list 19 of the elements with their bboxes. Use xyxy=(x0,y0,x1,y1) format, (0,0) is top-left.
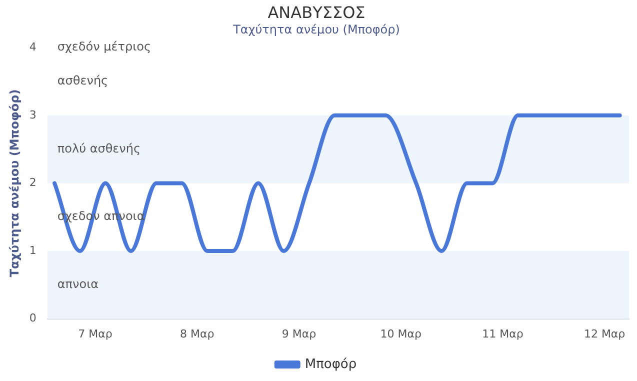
legend-label: Μποφόρ xyxy=(304,356,357,372)
x-tick-label: 9 Μαρ xyxy=(282,327,316,340)
y-tick-label: 4 xyxy=(29,40,36,54)
annotation: ασθενής xyxy=(57,74,108,88)
x-tick-label: 12 Μαρ xyxy=(584,327,626,340)
y-tick-label: 2 xyxy=(29,176,36,190)
x-tick-label: 11 Μαρ xyxy=(482,327,524,340)
y-tick-label: 1 xyxy=(29,244,36,257)
y-axis-title: Ταχύτητα ανέμου (Μποφόρ) xyxy=(7,89,22,278)
band-label: πολύ ασθενής xyxy=(57,141,141,156)
band-label: απνοια xyxy=(57,277,99,292)
annotation: σχεδόν μέτριος xyxy=(57,40,152,54)
y-tick-label: 3 xyxy=(29,108,36,122)
chart-subtitle: Ταχύτητα ανέμου (Μποφόρ) xyxy=(232,22,400,37)
x-tick-label: 8 Μαρ xyxy=(180,327,214,340)
x-tick-label: 10 Μαρ xyxy=(380,327,422,340)
chart-title: ΑΝΑΒΥΣΣΟΣ xyxy=(268,2,366,22)
x-tick-label: 7 Μαρ xyxy=(78,327,112,340)
y-tick-label: 0 xyxy=(29,312,36,325)
